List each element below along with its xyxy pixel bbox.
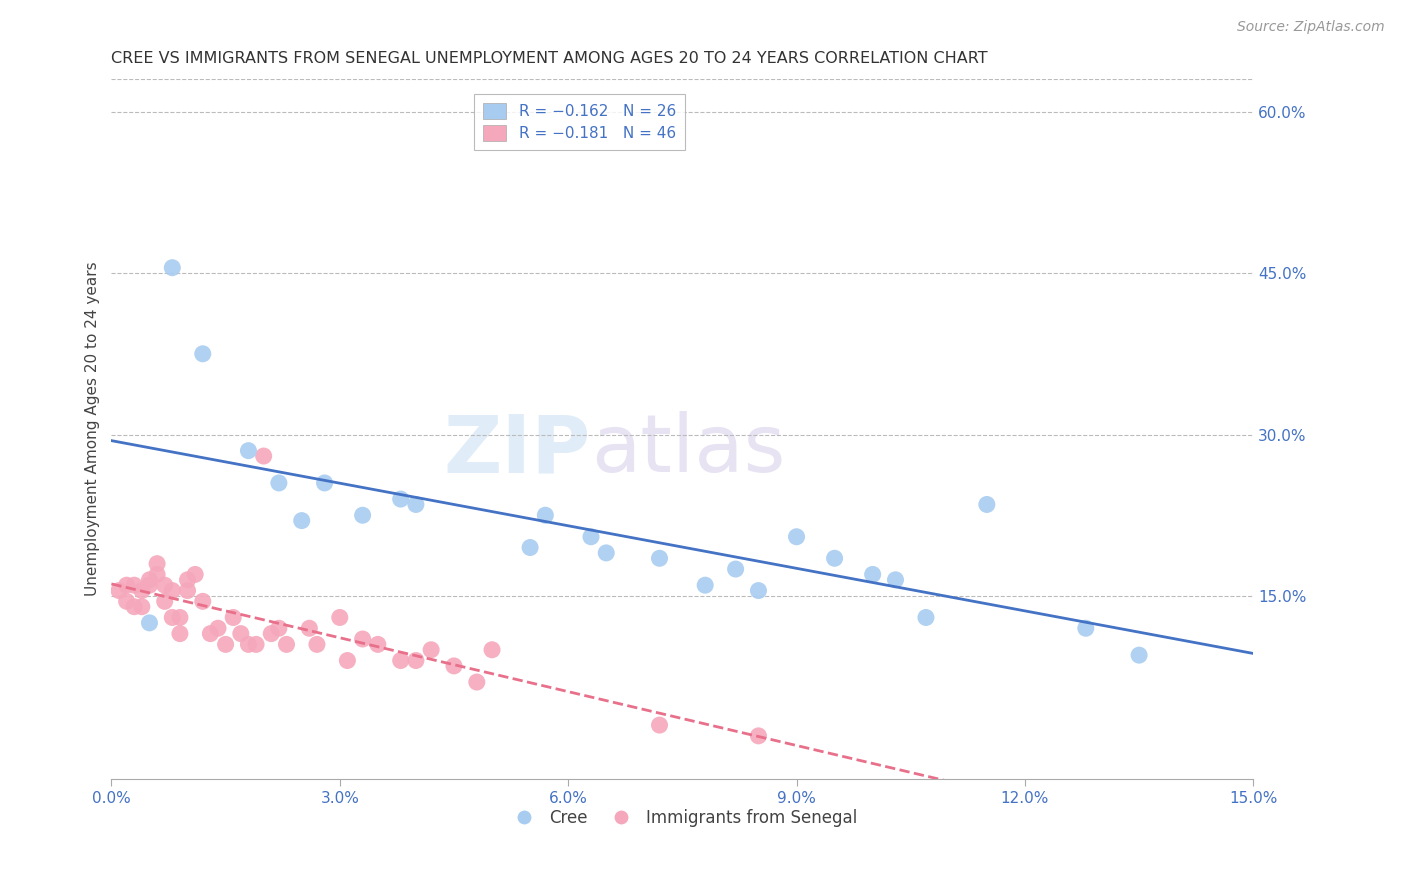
Point [162, 610, 184, 624]
Point [267, 475, 290, 490]
Point [260, 626, 283, 640]
Point [405, 654, 427, 668]
Point [200, 626, 222, 640]
Point [305, 637, 328, 651]
Point [138, 573, 160, 587]
Point [253, 449, 276, 463]
Point [162, 583, 184, 598]
Point [329, 610, 352, 624]
Point [519, 541, 541, 555]
Point [579, 530, 602, 544]
Point [191, 594, 214, 608]
Legend: Cree, Immigrants from Senegal: Cree, Immigrants from Senegal [501, 802, 863, 833]
Point [238, 443, 260, 458]
Point [169, 626, 191, 640]
Point [138, 615, 160, 630]
Point [595, 546, 617, 560]
Point [276, 637, 298, 651]
Point [108, 583, 131, 598]
Point [747, 583, 769, 598]
Point [131, 599, 153, 614]
Point [1074, 621, 1097, 635]
Point [245, 637, 267, 651]
Point [747, 729, 769, 743]
Point [915, 610, 938, 624]
Point [138, 578, 160, 592]
Point [153, 578, 176, 592]
Point [267, 621, 290, 635]
Point [115, 578, 138, 592]
Y-axis label: Unemployment Among Ages 20 to 24 years: Unemployment Among Ages 20 to 24 years [86, 262, 100, 597]
Point [648, 718, 671, 732]
Point [405, 498, 427, 512]
Text: ZIP: ZIP [444, 411, 591, 489]
Point [207, 621, 229, 635]
Text: atlas: atlas [591, 411, 786, 489]
Point [367, 637, 389, 651]
Point [862, 567, 884, 582]
Point [229, 626, 252, 640]
Point [314, 475, 336, 490]
Point [298, 621, 321, 635]
Point [648, 551, 671, 566]
Point [131, 583, 153, 598]
Point [336, 654, 359, 668]
Point [389, 654, 412, 668]
Point [534, 508, 557, 523]
Text: Source: ZipAtlas.com: Source: ZipAtlas.com [1237, 20, 1385, 34]
Point [214, 637, 236, 651]
Point [122, 578, 145, 592]
Point [824, 551, 846, 566]
Point [146, 557, 169, 571]
Point [389, 492, 412, 507]
Point [976, 498, 998, 512]
Point [443, 659, 465, 673]
Point [184, 567, 207, 582]
Point [169, 610, 191, 624]
Point [481, 642, 503, 657]
Point [420, 642, 443, 657]
Point [291, 514, 314, 528]
Text: CREE VS IMMIGRANTS FROM SENEGAL UNEMPLOYMENT AMONG AGES 20 TO 24 YEARS CORRELATI: CREE VS IMMIGRANTS FROM SENEGAL UNEMPLOY… [111, 51, 988, 66]
Point [115, 594, 138, 608]
Point [695, 578, 717, 592]
Point [191, 347, 214, 361]
Point [162, 260, 184, 275]
Point [122, 599, 145, 614]
Point [176, 573, 198, 587]
Point [146, 567, 169, 582]
Point [238, 637, 260, 651]
Point [352, 632, 374, 646]
Point [153, 594, 176, 608]
Point [786, 530, 808, 544]
Point [884, 573, 907, 587]
Point [222, 610, 245, 624]
Point [724, 562, 747, 576]
Point [465, 675, 488, 690]
Point [1128, 648, 1150, 662]
Point [176, 583, 198, 598]
Point [352, 508, 374, 523]
